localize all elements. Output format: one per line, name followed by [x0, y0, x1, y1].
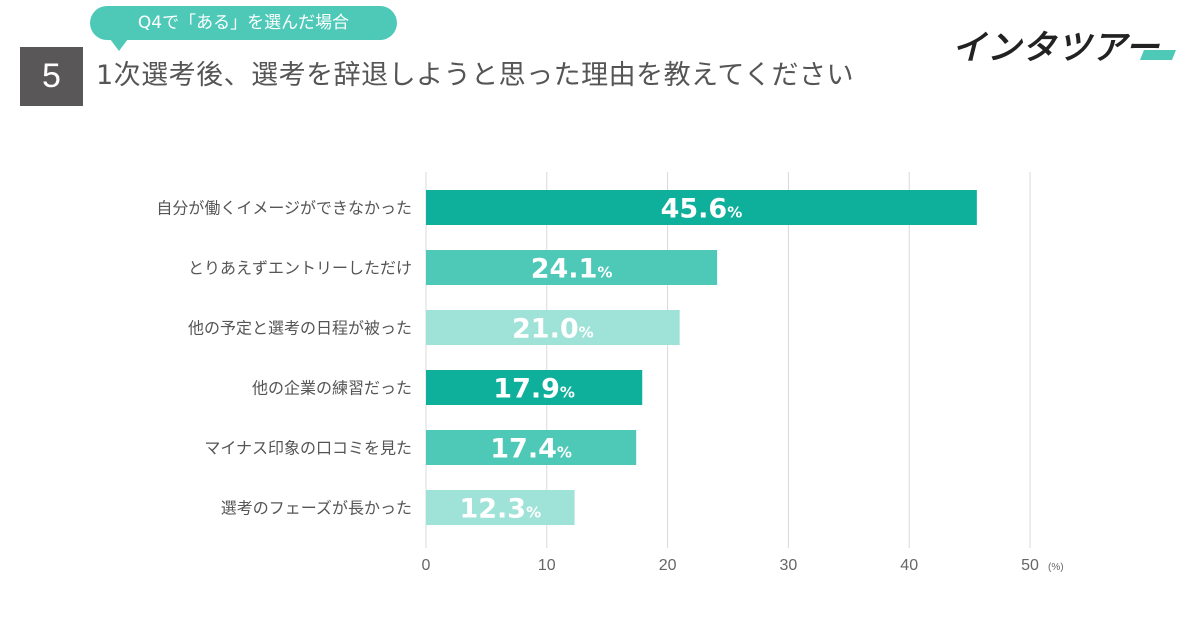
- value-label-2: 24.1%: [531, 254, 613, 285]
- value-number-3: 21.0: [512, 314, 579, 345]
- category-label-1: 自分が働くイメージができなかった: [156, 199, 412, 218]
- x-axis-unit: (%): [1048, 562, 1064, 573]
- bar-3: [426, 310, 680, 345]
- x-tick-label-10: 10: [538, 557, 556, 574]
- value-number-2: 24.1: [531, 254, 598, 285]
- value-suffix-6: %: [526, 504, 541, 522]
- value-label-5: 17.4%: [490, 434, 572, 465]
- x-tick-label-30: 30: [780, 557, 798, 574]
- x-tick-label-50: 50: [1021, 557, 1039, 574]
- bar-6: [426, 490, 575, 525]
- bar-4: [426, 370, 643, 405]
- logo-text: インタツアー: [952, 28, 1160, 68]
- value-label-6: 12.3%: [459, 494, 541, 525]
- category-label-6: 選考のフェーズが長かった: [221, 499, 412, 518]
- bar-2: [426, 250, 718, 285]
- value-number-1: 45.6: [661, 194, 728, 225]
- value-suffix-3: %: [579, 324, 594, 342]
- brand-logo: インタツアー: [952, 28, 1176, 68]
- value-label-1: 45.6%: [661, 194, 743, 225]
- category-label-2: とりあえずエントリーしただけ: [188, 259, 412, 278]
- x-tick-label-40: 40: [900, 557, 918, 574]
- question-tag-tail: [110, 39, 128, 51]
- value-suffix-2: %: [597, 264, 612, 282]
- category-label-5: マイナス印象の口コミを見た: [204, 439, 412, 458]
- value-suffix-4: %: [560, 384, 575, 402]
- logo-underline-accent: [1140, 50, 1176, 60]
- bar-1: [426, 190, 977, 225]
- x-tick-label-20: 20: [659, 557, 677, 574]
- value-number-6: 12.3: [459, 494, 526, 525]
- section-number: 5: [20, 47, 83, 106]
- x-tick-label-0: 0: [422, 557, 431, 574]
- question-tag: Q4で「ある」を選んだ場合: [90, 6, 397, 40]
- page-title: 1次選考後、選考を辞退しようと思った理由を教えてください: [96, 60, 855, 91]
- value-number-4: 17.9: [493, 374, 560, 405]
- value-suffix-1: %: [727, 204, 742, 222]
- category-label-3: 他の予定と選考の日程が被った: [188, 319, 412, 338]
- bar-5: [426, 430, 637, 465]
- value-label-4: 17.9%: [493, 374, 575, 405]
- value-label-3: 21.0%: [512, 314, 594, 345]
- category-label-4: 他の企業の練習だった: [252, 379, 412, 398]
- value-number-5: 17.4: [490, 434, 557, 465]
- value-suffix-5: %: [557, 444, 572, 462]
